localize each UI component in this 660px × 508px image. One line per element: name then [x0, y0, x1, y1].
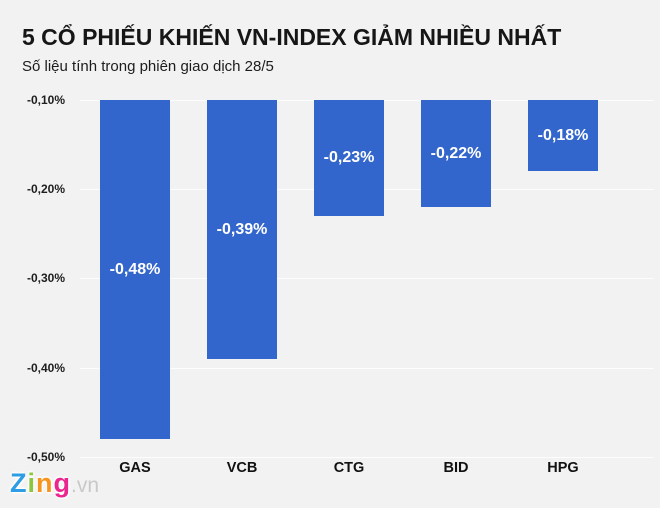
y-axis-tick-label: -0,10%: [26, 93, 65, 107]
x-axis-category-label: VCB: [226, 460, 258, 476]
chart-subtitle: Số liệu tính trong phiên giao dịch 28/5: [22, 58, 274, 75]
y-axis-tick-label: -0,40%: [26, 361, 65, 375]
gridline: [80, 278, 654, 279]
bar-hpg: -0,18%: [528, 100, 598, 171]
x-axis-category-label: BID: [443, 460, 469, 476]
bar-value-label: -0,48%: [109, 260, 161, 278]
bar-value-label: -0,39%: [216, 220, 268, 238]
x-axis-category-label: GAS: [119, 460, 151, 476]
bar-ctg: -0,23%: [314, 100, 384, 216]
bar-value-label: -0,23%: [323, 149, 375, 166]
y-axis-tick-label: -0,30%: [26, 271, 65, 285]
x-axis-category-label: HPG: [547, 460, 579, 476]
bar-column-gas: -0,48% GAS: [100, 100, 170, 476]
logo-letter: g: [53, 468, 72, 498]
bar-column-hpg: -0,18% HPG: [528, 100, 598, 476]
bar-column-bid: -0,22% BID: [421, 100, 491, 476]
y-axis-tick-label: -0,50%: [26, 450, 65, 464]
bar-column-vcb: -0,39% VCB: [207, 100, 277, 476]
bar-chart-plot-area: -0,10% -0,20% -0,30% -0,40% -0,50% -0,48…: [0, 93, 660, 476]
x-axis-category-label: CTG: [333, 460, 365, 476]
bar-value-label: -0,18%: [537, 126, 589, 144]
bar-value-label: -0,22%: [430, 144, 482, 162]
chart-title: 5 CỔ PHIẾU KHIẾN VN-INDEX GIẢM NHIỀU NHẤ…: [22, 24, 562, 50]
logo-letter: Z: [10, 468, 28, 498]
bar-column-ctg: -0,23% CTG: [314, 100, 384, 476]
logo-letter: n: [36, 468, 54, 498]
gridline: [80, 368, 654, 369]
gridline: [80, 457, 654, 458]
bar-gas: -0,48%: [100, 100, 170, 439]
logo-letter: i: [27, 468, 37, 498]
bar-vcb: -0,39%: [207, 100, 277, 359]
logo-suffix: .vn: [71, 474, 100, 497]
y-axis-tick-label: -0,20%: [26, 182, 65, 196]
bar-bid: -0,22%: [421, 100, 491, 207]
zing-vn-logo: Zing.vn: [10, 468, 99, 499]
